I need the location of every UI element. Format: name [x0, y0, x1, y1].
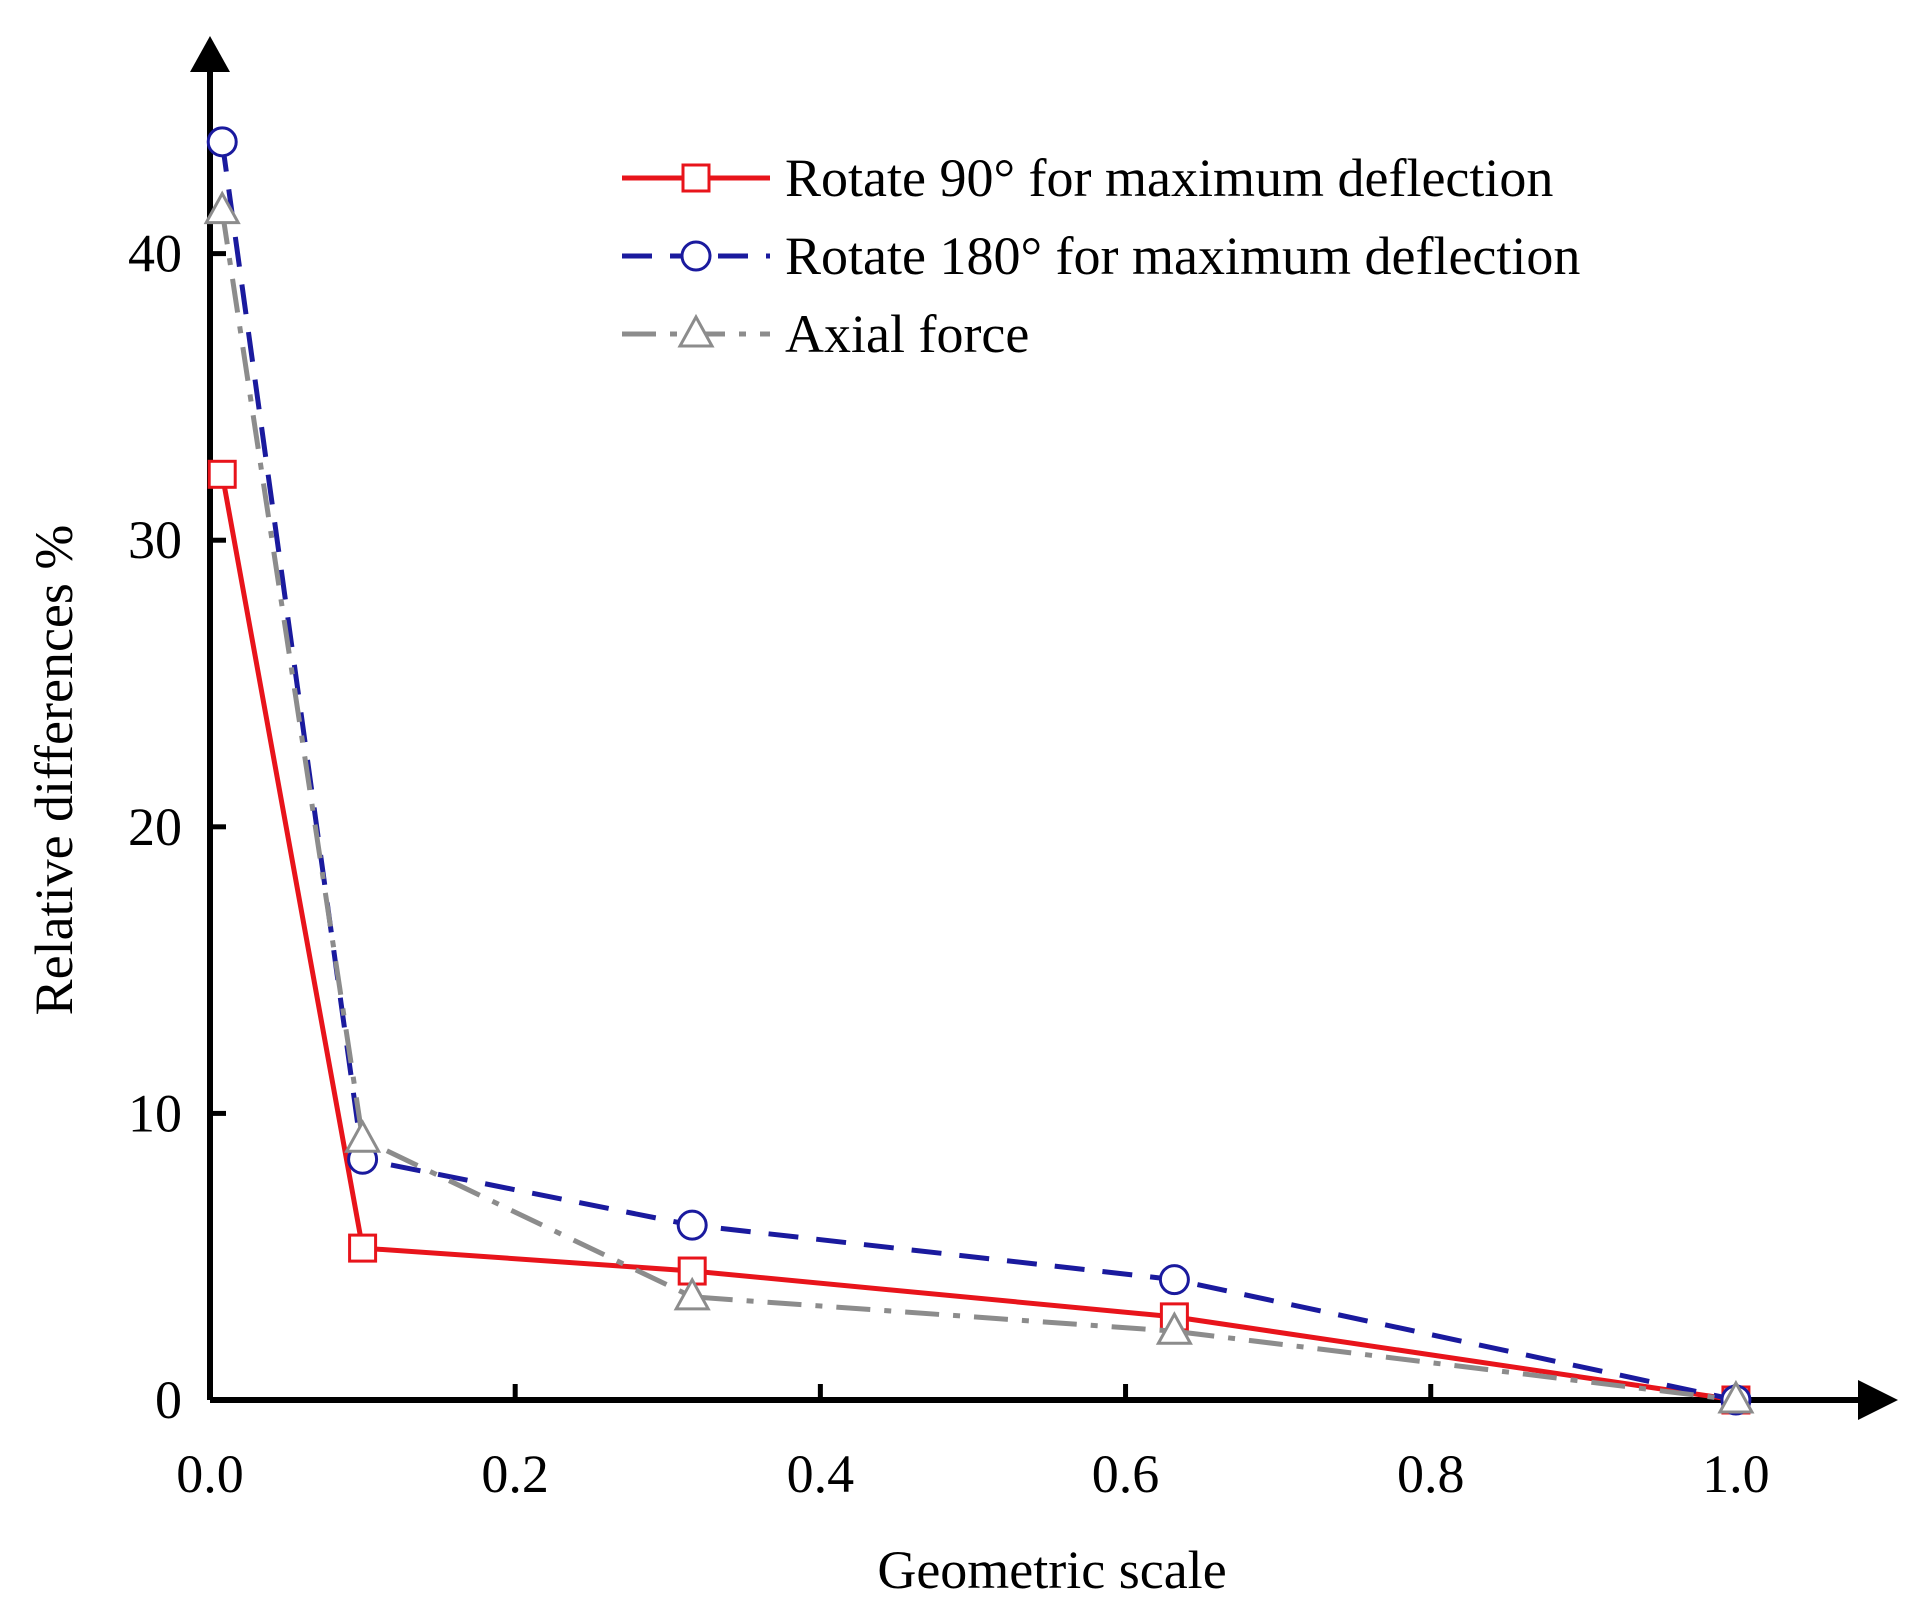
y-tick-label: 30	[128, 510, 182, 570]
legend: Rotate 90° for maximum deflection Rotate …	[622, 148, 1580, 364]
legend-marker	[677, 313, 715, 348]
x-tick-label: 0.0	[176, 1444, 244, 1504]
x-tick-label: 0.6	[1092, 1444, 1160, 1504]
legend-item: Rotate 90° for maximum deflection	[622, 148, 1553, 208]
y-axis-arrow	[190, 36, 230, 72]
ticks: 0.0 0.2 0.4 0.6 0.8 1.0 0 10 20 30 40	[128, 224, 1770, 1504]
x-tick-label: 0.8	[1397, 1444, 1465, 1504]
data-point	[1155, 1311, 1193, 1345]
legend-marker	[680, 240, 712, 272]
x-tick-label: 1.0	[1702, 1444, 1770, 1504]
data-point	[206, 126, 238, 158]
legend-item: Axial force	[622, 304, 1029, 364]
legend-label: Rotate 180° for maximum deflection	[785, 226, 1580, 286]
x-axis-title: Geometric scale	[877, 1540, 1226, 1600]
data-point	[203, 190, 241, 225]
series-1	[207, 459, 1751, 1415]
x-tick-label: 0.4	[787, 1444, 855, 1504]
legend-marker	[681, 163, 711, 193]
series-layer	[203, 126, 1755, 1416]
legend-label: Axial force	[785, 304, 1029, 364]
series-3	[203, 190, 1755, 1414]
data-point	[344, 1119, 382, 1153]
data-point	[673, 1276, 711, 1311]
data-point	[1158, 1264, 1190, 1296]
data-point	[676, 1209, 708, 1241]
x-axis-arrow	[1858, 1380, 1898, 1420]
data-point	[207, 459, 237, 489]
y-axis-title: Relative differences %	[24, 525, 84, 1016]
y-tick-label: 40	[128, 224, 182, 284]
data-point	[348, 1233, 378, 1263]
series-2	[206, 126, 1752, 1416]
y-tick-label: 20	[128, 797, 182, 857]
series-line	[219, 473, 1737, 1403]
axes	[190, 36, 1898, 1420]
y-tick-label: 0	[155, 1370, 182, 1430]
data-point	[1717, 1379, 1755, 1414]
x-tick-label: 0.2	[481, 1444, 549, 1504]
y-tick-label: 10	[128, 1083, 182, 1143]
legend-label: Rotate 90° for maximum deflection	[785, 148, 1553, 208]
series-line	[219, 210, 1737, 1403]
legend-item: Rotate 180° for maximum deflection	[622, 226, 1580, 286]
